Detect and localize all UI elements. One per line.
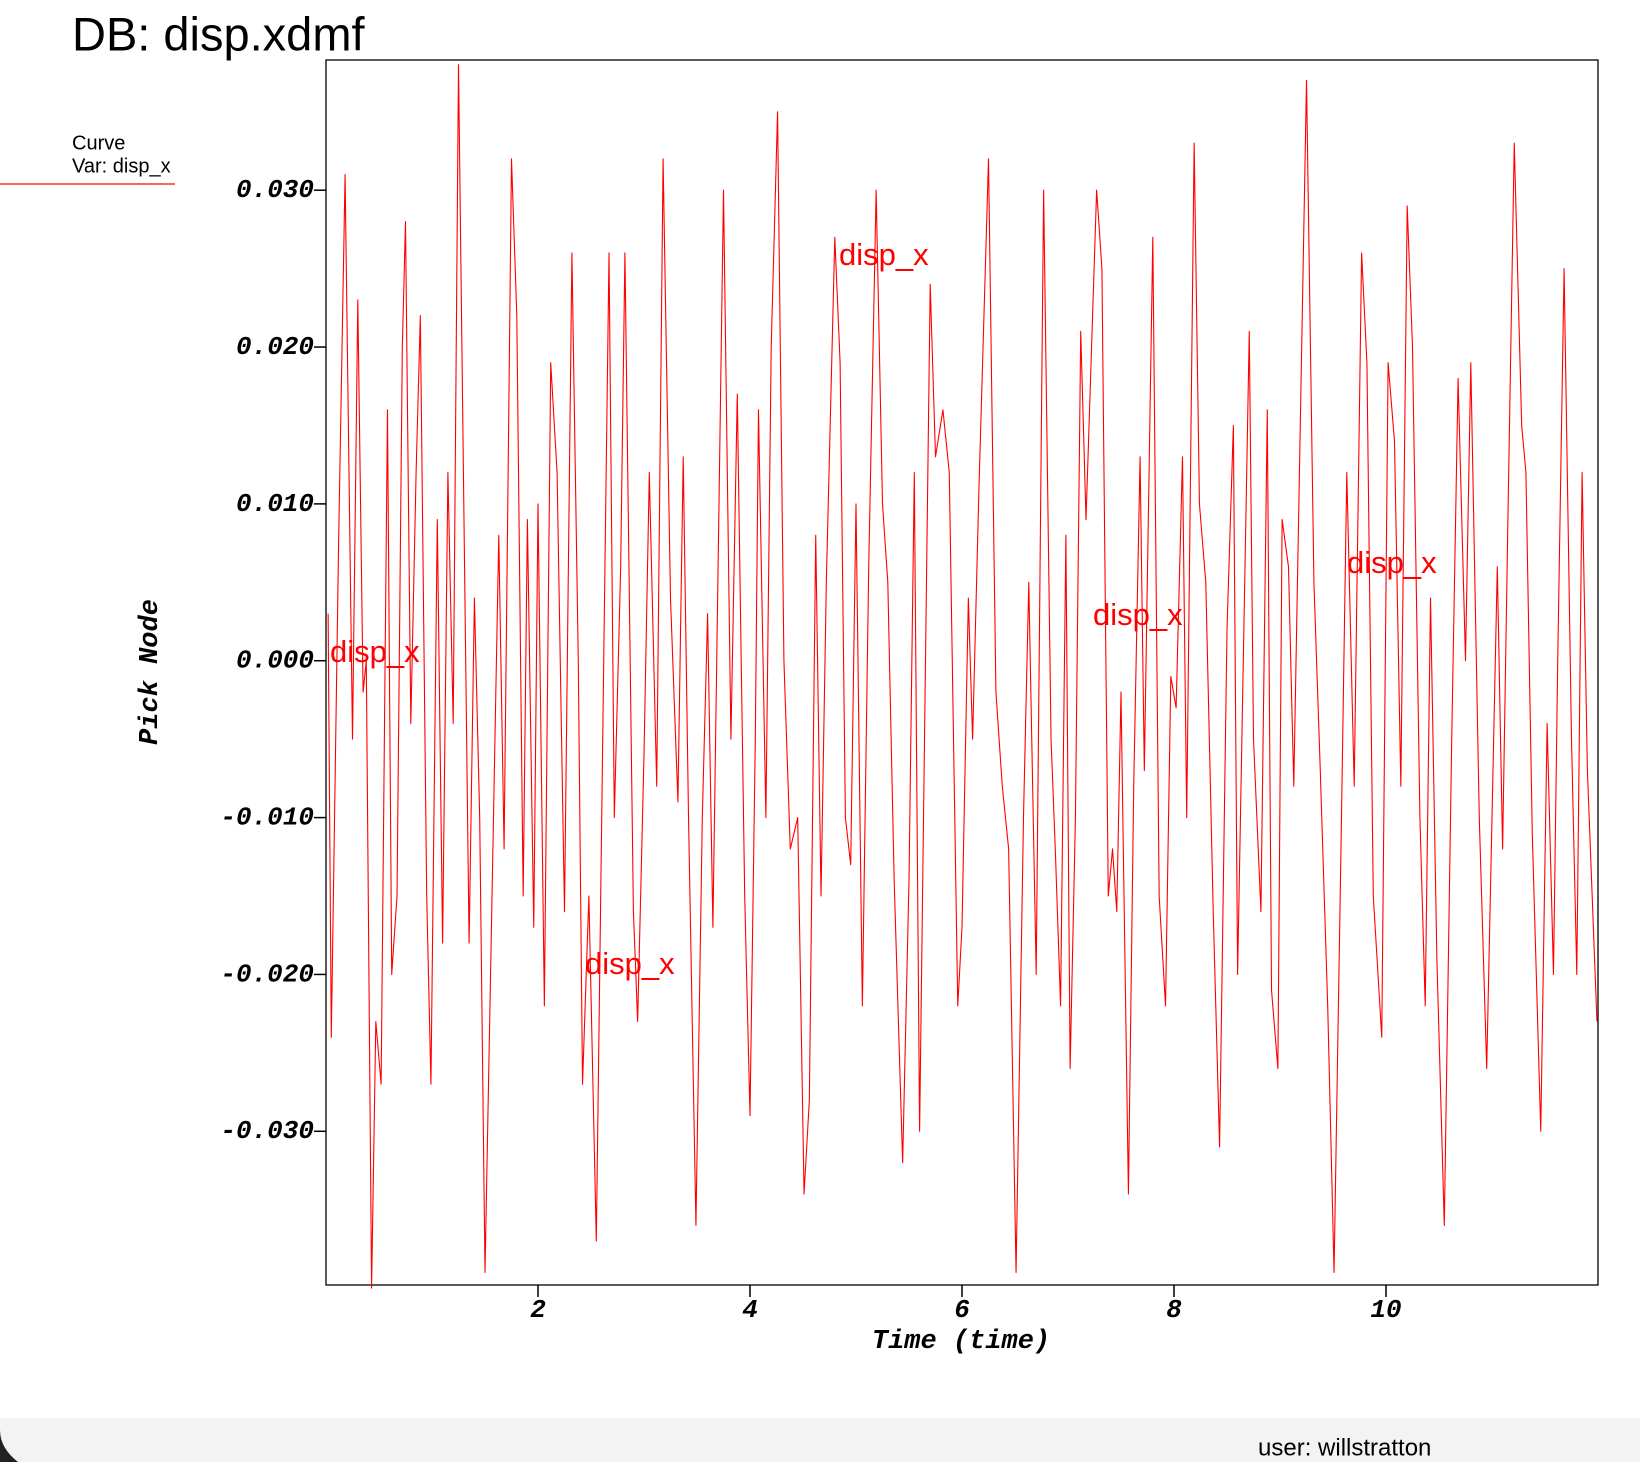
x-tick-label: 6 xyxy=(954,1295,970,1325)
curve-label: disp_x xyxy=(585,946,675,981)
x-axis-title: Time (time) xyxy=(872,1327,1050,1357)
y-tick-label: -0.030 xyxy=(220,1116,314,1146)
chart-title: DB: disp.xdmf xyxy=(72,7,365,60)
status-bar xyxy=(0,1418,1640,1462)
y-tick-label: 0.020 xyxy=(236,332,314,362)
x-tick-label: 10 xyxy=(1370,1295,1401,1325)
legend-title: Curve xyxy=(72,132,125,154)
plot-frame xyxy=(325,59,1599,1286)
footer-user: user: willstratton xyxy=(1258,1434,1431,1461)
window-corner xyxy=(0,1430,18,1462)
y-tick-label: -0.010 xyxy=(220,802,314,832)
x-tick-label: 4 xyxy=(742,1295,758,1325)
legend-entry: Var: disp_x xyxy=(72,155,171,177)
x-tick-label: 2 xyxy=(530,1295,546,1325)
y-axis-title: Pick Node xyxy=(136,599,166,745)
curve-label: disp_x xyxy=(1347,545,1437,580)
curve-label: disp_x xyxy=(1093,597,1183,632)
curve-label: disp_x xyxy=(839,237,929,272)
curve-label: disp_x xyxy=(330,634,420,669)
data-line xyxy=(327,64,1598,1289)
y-tick-label: 0.000 xyxy=(236,646,314,676)
x-tick-label: 8 xyxy=(1166,1295,1182,1325)
y-tick-label: -0.020 xyxy=(220,959,314,989)
y-tick-label: 0.010 xyxy=(236,489,314,519)
y-tick-label: 0.030 xyxy=(236,175,314,205)
